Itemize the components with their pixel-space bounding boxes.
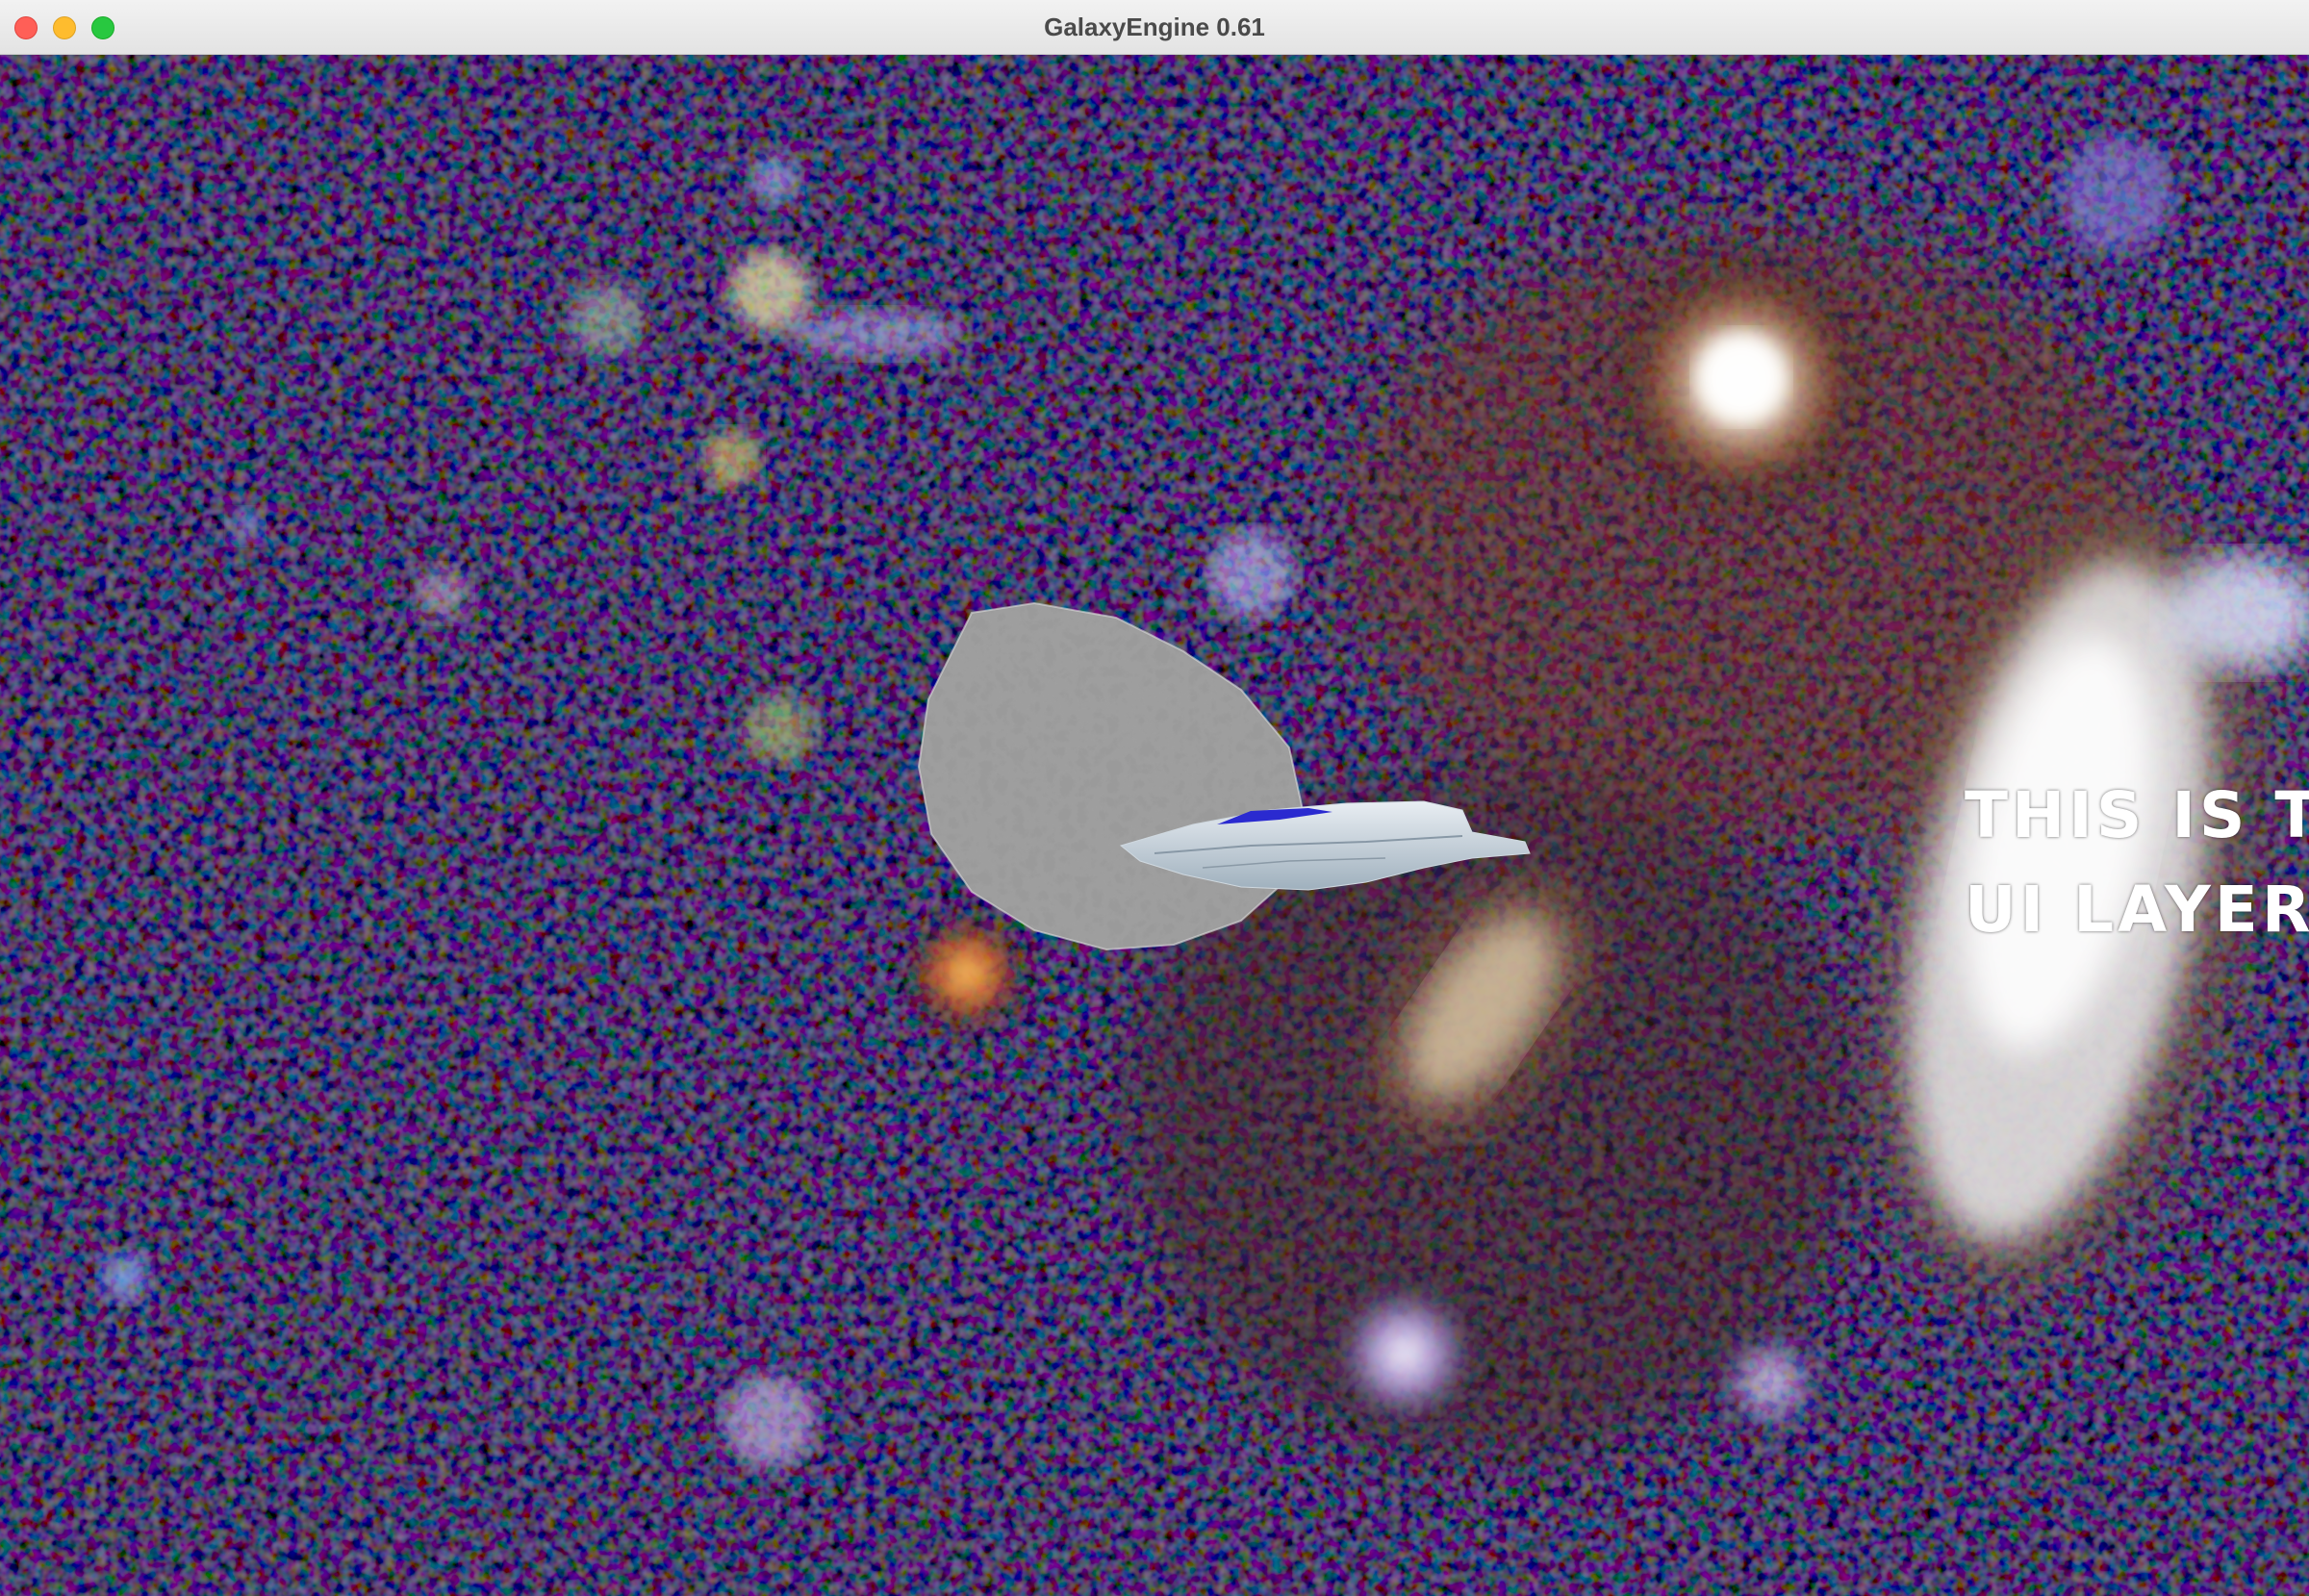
ui-layer-text-line-2: UI LAYER — [1965, 873, 2309, 947]
ui-layer-text-line-1: THIS IS TH — [1965, 778, 2309, 852]
close-window-button[interactable] — [14, 16, 38, 39]
minimize-window-button[interactable] — [53, 16, 76, 39]
title-bar[interactable]: GalaxyEngine 0.61 — [0, 0, 2309, 55]
ui-layer-overlay: THIS IS TH UI LAYER — [1963, 728, 2309, 978]
spaceship — [1119, 800, 1531, 891]
game-viewport[interactable]: THIS IS TH UI LAYER — [0, 55, 2309, 1596]
space-scene — [0, 55, 2309, 1596]
maximize-window-button[interactable] — [91, 16, 114, 39]
window-title: GalaxyEngine 0.61 — [1044, 13, 1265, 41]
